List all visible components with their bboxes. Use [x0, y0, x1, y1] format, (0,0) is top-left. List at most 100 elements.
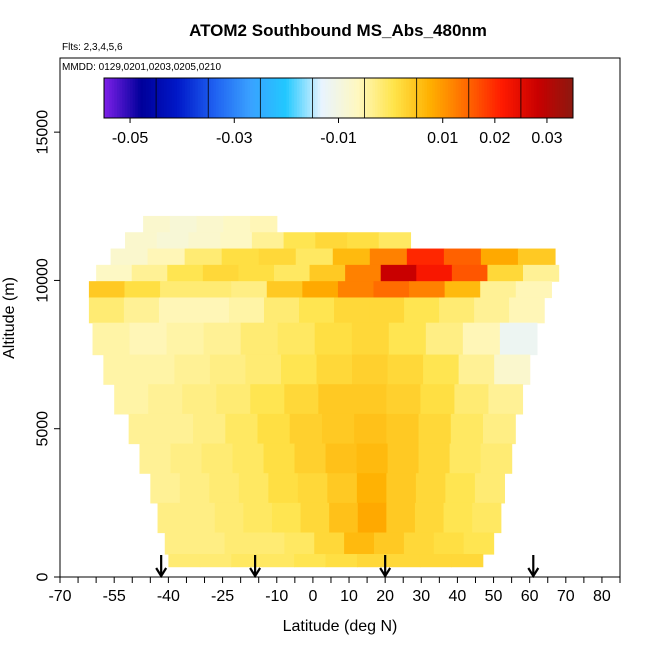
flights-label: Flts: 2,3,4,5,6 — [62, 42, 123, 53]
colorbar-swatch — [398, 78, 402, 118]
heatmap-cell — [150, 473, 181, 504]
colorbar-swatch — [500, 78, 504, 118]
heatmap-cell — [329, 502, 359, 534]
colorbar-swatch — [226, 78, 230, 118]
colorbar-swatch — [559, 78, 564, 118]
colorbar-tick-label: 0.03 — [531, 130, 562, 147]
x-tick-label: 10 — [340, 588, 358, 605]
x-tick-label: -70 — [48, 588, 71, 605]
colorbar-swatch — [434, 78, 439, 118]
colorbar-swatch — [356, 78, 360, 118]
colorbar-swatch — [531, 78, 535, 118]
colorbar-swatch — [307, 78, 311, 118]
heatmap-cell — [214, 502, 244, 534]
heatmap-cell — [386, 502, 416, 534]
colorbar-swatch — [275, 78, 280, 118]
colorbar-swatch — [189, 78, 194, 118]
colorbar-swatch — [288, 78, 293, 118]
heatmap-cell — [92, 322, 131, 356]
y-tick-label: 0 — [35, 572, 52, 581]
colorbar-swatch — [192, 78, 196, 118]
heatmap-cell — [196, 215, 224, 233]
colorbar-swatch — [390, 78, 394, 118]
heatmap-cell — [250, 215, 278, 233]
heatmap-cell — [138, 354, 176, 385]
heatmap-cell — [220, 232, 253, 250]
colorbar-swatch — [429, 78, 433, 118]
heatmap-cell — [228, 297, 265, 324]
heatmap-cell — [238, 264, 275, 282]
colorbar-swatch — [117, 78, 121, 118]
heatmap-cell — [294, 554, 327, 568]
heatmap-cell — [297, 473, 328, 504]
colorbar-swatch — [473, 78, 478, 118]
heatmap-cell — [356, 443, 389, 474]
heatmap-cell — [166, 322, 205, 356]
colorbar-swatch — [114, 78, 118, 118]
colorbar-swatch — [502, 78, 506, 118]
y-tick-label: 5000 — [35, 411, 52, 447]
colorbar-swatch — [268, 78, 272, 118]
colorbar-swatch — [195, 78, 199, 118]
heatmap-cell — [451, 264, 489, 282]
colorbar-swatch — [526, 78, 530, 118]
colorbar-swatch — [122, 78, 126, 118]
heatmap-cell — [425, 322, 464, 356]
colorbar-swatch — [333, 78, 337, 118]
colorbar-swatch — [427, 78, 431, 118]
colorbar-swatch — [513, 78, 517, 118]
heatmap-cell — [245, 354, 282, 385]
heatmap-cell — [263, 443, 296, 474]
colorbar-swatch — [330, 78, 334, 118]
heatmap-cell — [480, 281, 517, 299]
colorbar-swatch — [270, 78, 274, 118]
colorbar-swatch — [346, 78, 350, 118]
heatmap-cell — [337, 281, 375, 299]
x-tick-label: 80 — [593, 588, 611, 605]
colorbar-swatch — [460, 78, 465, 118]
heatmap-cell — [378, 232, 412, 250]
heatmap-cell — [123, 297, 160, 324]
heatmap-cell — [186, 502, 216, 534]
colorbar-swatch — [341, 78, 345, 118]
colorbar-swatch — [328, 78, 332, 118]
colorbar-swatch — [182, 78, 186, 118]
colorbar-swatch — [200, 78, 204, 118]
heatmap-cell — [314, 532, 345, 555]
y-tick-label: 10000 — [35, 258, 52, 303]
colorbar-swatch — [395, 78, 399, 118]
colorbar-swatch — [124, 78, 128, 118]
colorbar-swatch — [150, 78, 155, 118]
colorbar-swatch — [408, 78, 412, 118]
heatmap-cell — [494, 354, 531, 385]
heatmap-cell — [458, 354, 495, 385]
heatmap-cell — [168, 554, 201, 568]
colorbar-swatch — [234, 78, 238, 118]
heatmap-cell — [344, 532, 375, 555]
heatmap-cell — [419, 554, 452, 568]
x-axis-label: Latitude (deg N) — [283, 618, 398, 635]
heatmap-cell — [268, 473, 299, 504]
colorbar-swatch — [247, 78, 251, 118]
heatmap-cell — [195, 281, 232, 299]
colorbar: -0.05 -0.03 -0.01 0.01 0.02 0.03 — [103, 77, 574, 147]
heatmap-cell — [124, 281, 161, 299]
heatmap-cell — [254, 532, 285, 555]
colorbar-swatch — [208, 78, 212, 118]
x-tick-label: -55 — [103, 588, 126, 605]
colorbar-swatch — [388, 78, 392, 118]
colorbar-swatch — [554, 78, 558, 118]
heatmap-cell — [174, 354, 211, 385]
heatmap-cell — [480, 443, 513, 474]
heatmap-cell — [418, 443, 451, 474]
x-axis: -70 -55 -40 -25 -10 0 10 20 30 40 50 60 70 80 — [48, 577, 621, 605]
colorbar-swatch — [322, 78, 326, 118]
heatmap-cell — [157, 502, 187, 534]
heatmap-cell — [148, 384, 183, 415]
colorbar-tick-label: -0.05 — [112, 130, 149, 147]
colorbar-swatch — [187, 78, 191, 118]
colorbar-swatch — [265, 78, 269, 118]
colorbar-swatch — [106, 78, 110, 118]
colorbar-swatch — [291, 78, 295, 118]
heatmap-cell — [316, 354, 353, 385]
